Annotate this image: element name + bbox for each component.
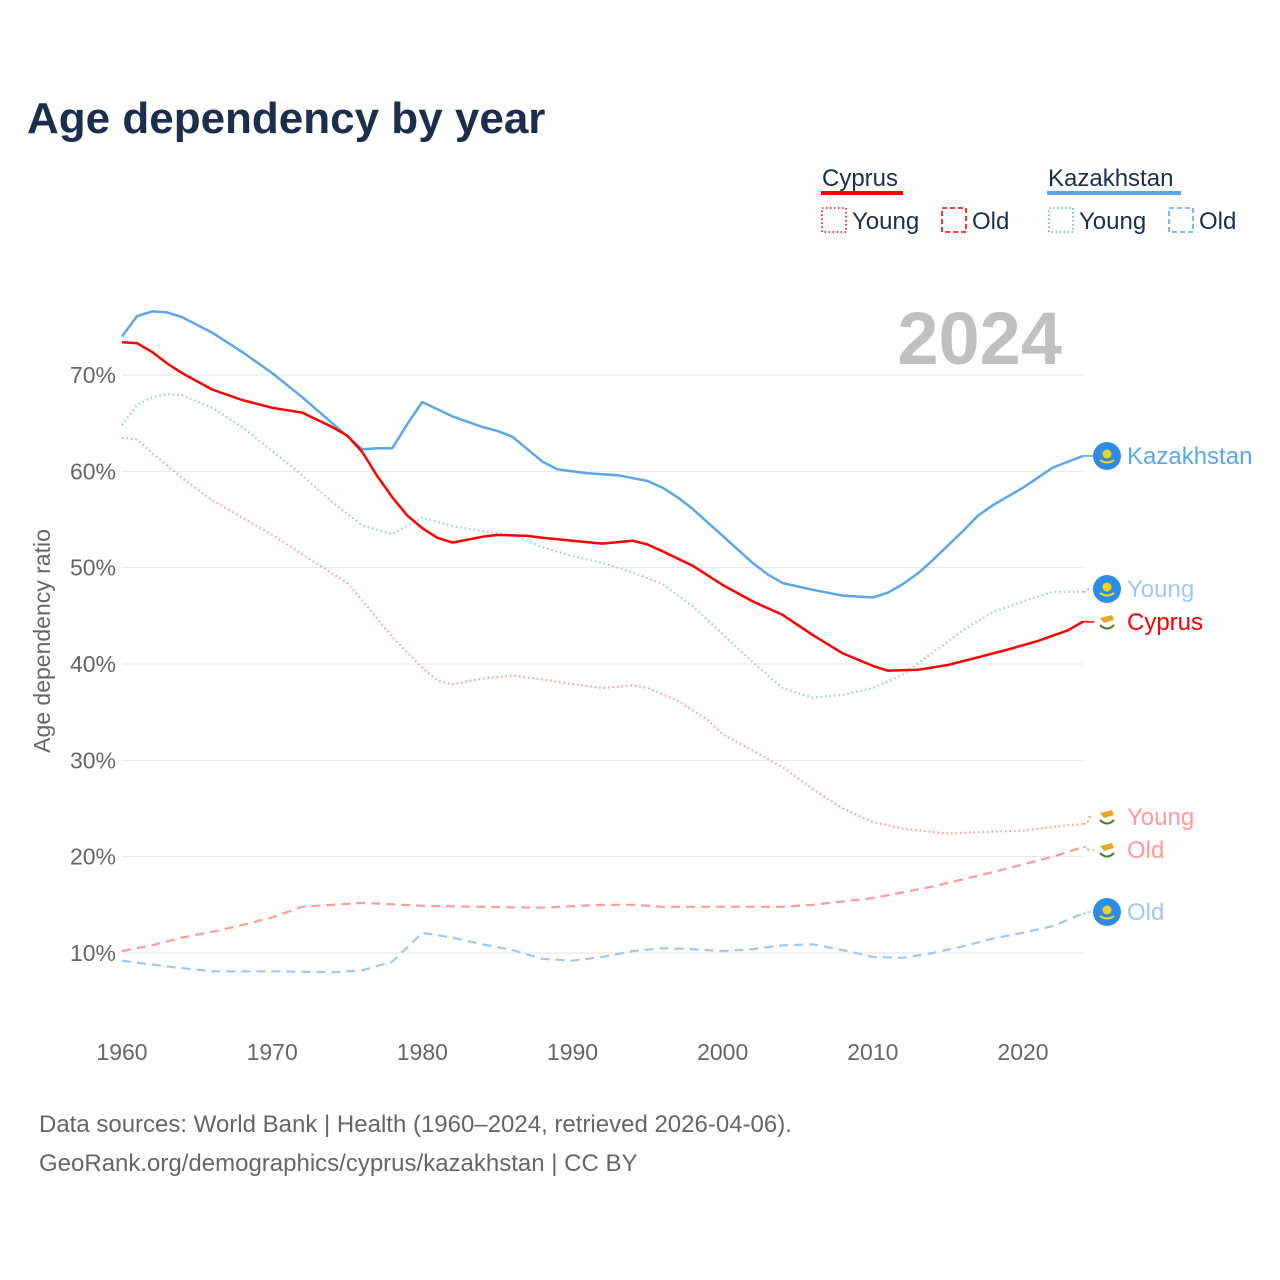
flag-eagle	[1099, 459, 1115, 464]
series-line-cyprus[interactable]	[121, 340, 1084, 672]
end-label-kazakhstan[interactable]: Kazakhstan	[1127, 443, 1252, 470]
x-tick-label: 2010	[847, 1039, 898, 1065]
end-label-cyprus-young[interactable]: Young	[1127, 804, 1194, 831]
end-label-cyprus-old[interactable]: Old	[1127, 837, 1164, 864]
series-line-cyprus-old[interactable]	[121, 845, 1084, 953]
y-tick-label: 40%	[70, 651, 116, 677]
end-label-connector	[1083, 846, 1094, 851]
flag-kazakhstan-icon	[1093, 898, 1121, 926]
flag-island	[1100, 810, 1114, 818]
y-axis-label: Age dependency ratio	[29, 529, 55, 753]
flag-olive-branches	[1099, 819, 1115, 825]
x-tick-label: 1970	[247, 1039, 298, 1065]
legend-cyprus-old-label[interactable]: Old	[972, 208, 1009, 235]
flag-cyprus-icon	[1095, 838, 1119, 862]
legend-kazakhstan-title[interactable]: Kazakhstan	[1048, 165, 1173, 192]
series-line-kazakhstan-old[interactable]	[121, 912, 1084, 974]
legend-cyprus-young-swatch[interactable]	[821, 207, 847, 233]
end-label-cyprus[interactable]: Cyprus	[1127, 609, 1203, 636]
flag-sun	[1102, 905, 1112, 915]
end-label-connector	[1083, 588, 1094, 593]
end-label-kazakhstan-young[interactable]: Young	[1127, 576, 1194, 603]
x-tick-label: 2020	[997, 1039, 1048, 1065]
gridlines	[122, 374, 1083, 954]
legend-kazakhstan-old-label[interactable]: Old	[1199, 208, 1236, 235]
flag-olive-branches	[1099, 852, 1115, 858]
y-tick-label: 60%	[70, 458, 116, 484]
x-tick-label: 1960	[96, 1039, 147, 1065]
flag-kazakhstan-icon	[1093, 442, 1121, 470]
x-axis-ticks: 1960 1970 1980 1990 2000 2010 2020	[96, 1039, 1048, 1065]
legend-kazakhstan-old-swatch[interactable]	[1168, 207, 1194, 233]
legend-cyprus-young-label[interactable]: Young	[852, 208, 919, 235]
legend-kazakhstan-underline	[1047, 191, 1181, 195]
year-watermark: 2024	[897, 297, 1062, 380]
chart-title: Age dependency by year	[27, 94, 545, 143]
y-tick-label: 70%	[70, 362, 116, 388]
y-tick-label: 20%	[70, 844, 116, 870]
series-line-kazakhstan-young[interactable]	[121, 393, 1084, 699]
flag-olive-branches	[1099, 624, 1115, 630]
flag-island	[1100, 615, 1114, 623]
y-axis-ticks: 10% 20% 30% 40% 50% 60% 70%	[70, 362, 116, 966]
series-line-kazakhstan[interactable]	[120, 310, 1084, 599]
end-label-kazakhstan-old[interactable]: Old	[1127, 899, 1164, 926]
y-tick-label: 30%	[70, 747, 116, 773]
flag-island	[1100, 843, 1114, 851]
footer-attribution[interactable]: GeoRank.org/demographics/cyprus/kazakhst…	[39, 1150, 638, 1177]
end-labels: Kazakhstan Young Cyprus Young Old Old	[1083, 442, 1252, 926]
legend-cyprus-underline	[821, 191, 903, 195]
legend-cyprus-old-swatch[interactable]	[941, 207, 967, 233]
series-line-cyprus-young[interactable]	[121, 436, 1084, 835]
flag-eagle	[1099, 915, 1115, 920]
end-label-connector	[1083, 816, 1094, 825]
y-tick-label: 50%	[70, 555, 116, 581]
flag-cyprus-icon	[1095, 805, 1119, 829]
legend-kazakhstan-young-label[interactable]: Young	[1079, 208, 1146, 235]
x-tick-label: 2000	[697, 1039, 748, 1065]
footer-sources: Data sources: World Bank | Health (1960–…	[39, 1111, 792, 1138]
series-lines	[120, 310, 1084, 974]
legend: Cyprus Young Old Kazakhstan Young Old	[821, 165, 1236, 235]
x-tick-label: 1990	[547, 1039, 598, 1065]
flag-sun	[1102, 582, 1112, 592]
end-label-connector	[1083, 911, 1094, 915]
flag-cyprus-icon	[1095, 610, 1119, 634]
legend-cyprus-title[interactable]: Cyprus	[822, 165, 898, 192]
legend-kazakhstan-young-swatch[interactable]	[1048, 207, 1074, 233]
flag-kazakhstan-icon	[1093, 575, 1121, 603]
flag-eagle	[1099, 592, 1115, 597]
x-tick-label: 1980	[397, 1039, 448, 1065]
flag-sun	[1102, 449, 1112, 459]
y-tick-label: 10%	[70, 940, 116, 966]
